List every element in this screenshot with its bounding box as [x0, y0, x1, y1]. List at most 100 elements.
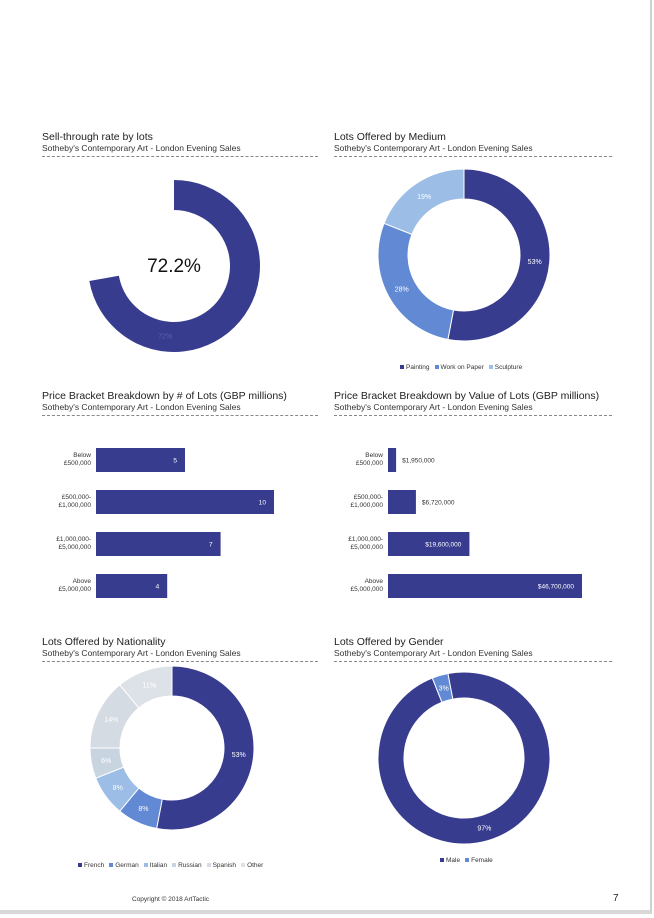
legend-item-sculpture: Sculpture: [488, 364, 523, 371]
divider: [334, 156, 612, 157]
data-label: 53%: [232, 752, 246, 759]
data-label: 8%: [138, 806, 148, 813]
data-label: $6,720,000: [422, 500, 455, 507]
data-label: 8%: [113, 785, 123, 792]
legend-swatch: [109, 863, 114, 868]
legend-swatch: [78, 863, 82, 868]
legend-label: Male: [446, 857, 461, 864]
data-label: 7: [209, 542, 213, 549]
bar: [388, 532, 470, 556]
legend-item-female: Female: [465, 857, 493, 864]
legend-item-italian: Italian: [143, 862, 168, 869]
center-value: 72.2%: [147, 256, 201, 277]
tick-label: £500,000-: [354, 494, 383, 501]
sell-through-arc: [89, 180, 260, 352]
chart-title: Price Bracket Breakdown by Value of Lots…: [334, 390, 600, 402]
data-label: 97%: [477, 826, 491, 833]
divider: [42, 156, 318, 157]
chart-subtitle: Sotheby's Contemporary Art - London Even…: [42, 648, 241, 658]
medium-legend: Painting Work on Paper Sculpture: [400, 364, 527, 371]
gender-legend: Male Female: [440, 857, 498, 864]
legend-item-painting: Painting: [400, 364, 430, 371]
legend-item-german: German: [109, 862, 139, 869]
bar: [388, 448, 397, 472]
data-label: $19,600,000: [425, 542, 462, 549]
tick-label: £1,000,000-: [56, 536, 91, 543]
legend-swatch: [434, 365, 439, 370]
chart-subtitle: Sotheby's Contemporary Art - London Even…: [334, 402, 533, 412]
data-label: 6%: [101, 758, 111, 765]
tick-label: Above: [365, 578, 384, 585]
legend-swatch: [465, 858, 470, 863]
bracket-lots-panel: Price Bracket Breakdown by # of Lots (GB…: [42, 390, 318, 416]
legend-label: Spanish: [212, 862, 237, 869]
data-label: 28%: [395, 287, 409, 294]
chart-title: Lots Offered by Gender: [334, 636, 444, 648]
tick-label: £5,000,000: [350, 586, 383, 593]
data-label: 5: [173, 458, 177, 465]
slice-french: [156, 665, 255, 831]
legend-label: Russian: [178, 862, 202, 869]
chart-subtitle: Sotheby's Contemporary Art - London Even…: [334, 143, 533, 153]
legend-swatch: [206, 863, 211, 868]
tick-label: Above: [73, 578, 92, 585]
bar: [96, 574, 168, 598]
tick-label: £1,000,000: [58, 502, 91, 509]
data-label: 11%: [143, 682, 157, 689]
data-label: 10: [259, 500, 267, 507]
tick-label: Below: [73, 452, 91, 459]
chart-title: Lots Offered by Nationality: [42, 636, 166, 648]
slice-sculpture: [383, 168, 465, 236]
legend-item-work-on-paper: Work on Paper: [434, 364, 484, 371]
chart-title: Sell-through rate by lots: [42, 131, 153, 143]
data-label: 72%: [158, 333, 172, 340]
copyright: Copyright © 2018 ArtTactic: [132, 896, 210, 903]
legend-label: French: [84, 862, 105, 869]
divider: [334, 661, 612, 662]
legend-item-male: Male: [440, 857, 460, 864]
legend-label: Work on Paper: [440, 364, 484, 371]
legend-item-russian: Russian: [172, 862, 202, 869]
sell-through-panel: Sell-through rate by lots Sotheby's Cont…: [42, 131, 318, 157]
bracket-value-panel: Price Bracket Breakdown by Value of Lots…: [334, 390, 612, 416]
tick-label: £5,000,000: [58, 586, 91, 593]
slice-other: [119, 665, 173, 709]
legend-label: German: [115, 862, 139, 869]
slice-painting: [447, 168, 551, 342]
medium-panel: Lots Offered by Medium Sotheby's Contemp…: [334, 131, 612, 157]
data-label: 53%: [528, 259, 542, 266]
legend-label: Italian: [149, 862, 168, 869]
nationality-legend: French German Italian Russian Spanish Other: [78, 862, 268, 869]
bracket-lots-chart: Below£500,000 5 £500,000-£1,000,000 10 £1,00…: [56, 448, 274, 598]
tick-label: £5,000,000: [350, 544, 383, 551]
data-label: 3%: [439, 685, 449, 692]
legend-label: Female: [471, 857, 493, 864]
bar: [96, 532, 221, 556]
divider: [42, 661, 318, 662]
data-label: 19%: [417, 194, 431, 201]
legend-swatch: [241, 863, 246, 868]
chart-title: Price Bracket Breakdown by # of Lots (GB…: [42, 390, 287, 402]
data-label: $46,700,000: [538, 584, 575, 591]
slice-female: [431, 672, 454, 703]
legend-swatch: [143, 863, 148, 868]
legend-label: Sculpture: [494, 364, 523, 371]
page-number: 7: [613, 893, 619, 904]
divider: [334, 415, 612, 416]
chart-subtitle: Sotheby's Contemporary Art - London Even…: [42, 143, 241, 153]
legend-item-other: Other: [241, 862, 263, 869]
divider: [42, 415, 318, 416]
bar: [96, 490, 274, 514]
slice-male: [377, 671, 551, 845]
gender-chart: 97% 3%: [377, 671, 551, 845]
legend-swatch: [400, 365, 404, 370]
tick-label: Below: [365, 452, 383, 459]
legend-item-french: French: [78, 862, 104, 869]
tick-label: £500,000: [64, 460, 91, 467]
data-label: 4: [156, 584, 160, 591]
chart-subtitle: Sotheby's Contemporary Art - London Even…: [42, 402, 241, 412]
bar: [388, 490, 416, 514]
tick-label: £1,000,000-: [348, 536, 383, 543]
tick-label: £500,000: [356, 460, 383, 467]
